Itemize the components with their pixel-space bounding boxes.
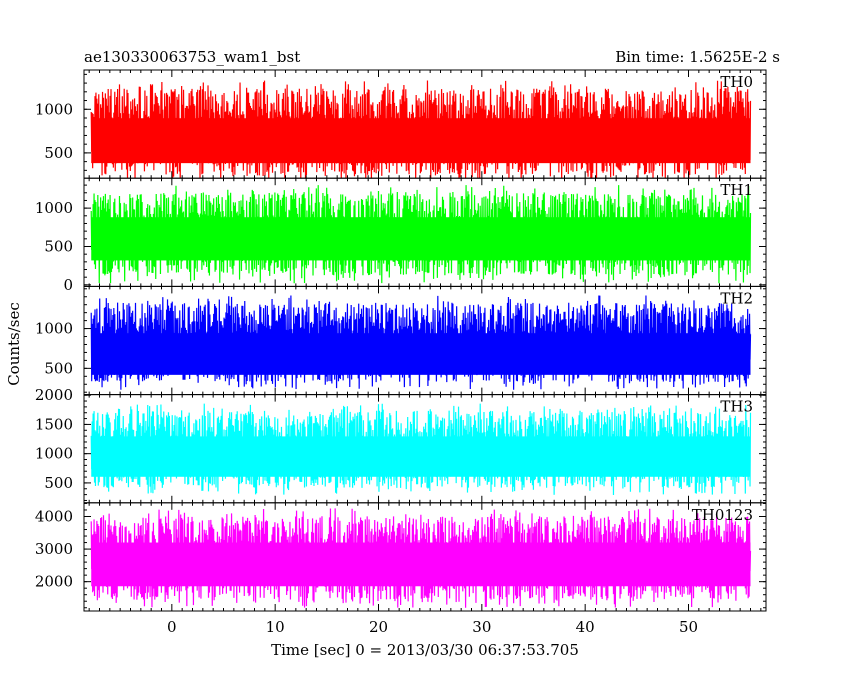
panel-th2: 500 1000 TH2 [35,285,767,396]
y-tick-label: 1000 [35,100,73,118]
y-tick-label: 500 [44,359,73,377]
y-axis-title: Counts/sec [5,302,23,386]
y-tick-label: 3000 [35,540,73,558]
x-tick-label: 10 [266,618,285,636]
y-tick-label: 2000 [35,386,73,404]
panels-layer: 500 1000 TH0 0 500 1000 TH1 500 1000 TH2 500 1000 15… [35,69,767,612]
y-tick-label: 1500 [35,415,73,433]
panel-th0123: 2000 3000 4000 TH0123 [35,502,767,612]
chart-title-left: ae130330063753_wam1_bst [84,48,300,66]
panel-label-th2: TH2 [720,289,753,307]
panel-th0: 500 1000 TH0 [35,69,767,179]
x-tick-label: 40 [576,618,595,636]
series-core-th3 [91,436,751,477]
y-tick-label: 2000 [35,573,73,591]
y-tick-label: 1000 [35,199,73,217]
x-tick-labels: 0 10 20 30 40 50 [167,618,698,636]
panel-label-th1: TH1 [720,181,753,199]
panel-label-th0123: TH0123 [692,506,753,524]
x-tick-label: 0 [167,618,177,636]
x-tick-label: 50 [679,618,698,636]
panel-th1: 0 500 1000 TH1 [35,177,767,294]
panel-frame [83,502,767,612]
panel-label-th3: TH3 [720,398,753,416]
y-tick-label: 500 [44,144,73,162]
series-core-th0 [91,118,751,164]
y-tick-label: 500 [44,237,73,255]
y-tick-label: 500 [44,474,73,492]
series-core-th0123 [91,542,751,587]
x-tick-label: 30 [472,618,491,636]
chart-title-right: Bin time: 1.5625E-2 s [615,48,780,66]
y-tick-label: 1000 [35,320,73,338]
x-axis-title: Time [sec] 0 = 2013/03/30 06:37:53.705 [271,641,579,659]
y-tick-label: 4000 [35,507,73,525]
y-tick-label: 1000 [35,445,73,463]
panel-th3: 500 1000 1500 2000 TH3 [35,386,767,504]
panel-label-th0: TH0 [720,73,753,91]
y-tick-label: 0 [63,276,73,294]
series-core-th1 [91,217,751,261]
x-tick-label: 20 [369,618,388,636]
series-core-th2 [91,333,751,375]
